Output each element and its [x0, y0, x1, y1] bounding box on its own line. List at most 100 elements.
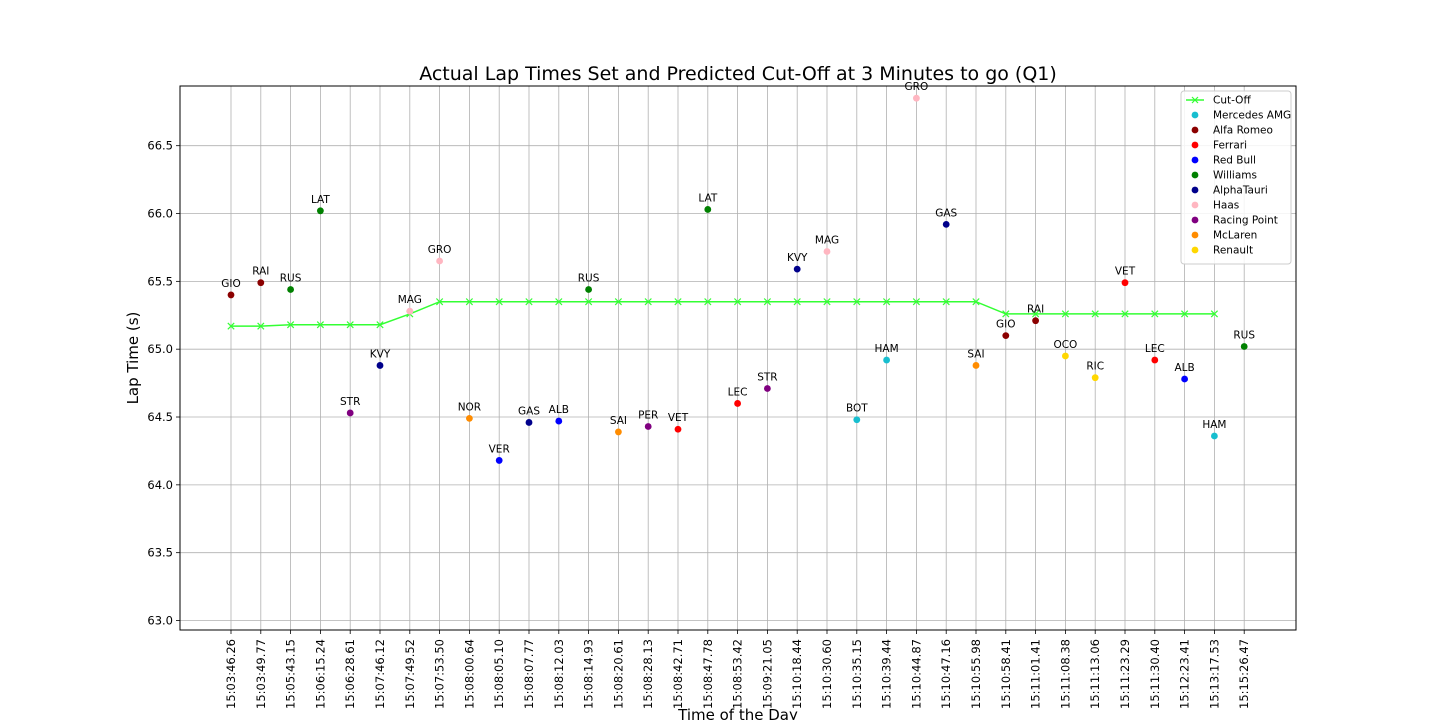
grid-lines — [180, 86, 1296, 630]
lap-point-label: RUS — [578, 272, 600, 284]
lap-point-label: SAI — [967, 348, 984, 360]
x-tick-label: 15:11:23.29 — [1118, 639, 1132, 709]
legend-marker — [1191, 156, 1199, 164]
lap-point-label: GAS — [935, 207, 957, 219]
y-axis-title: Lap Time (s) — [124, 312, 142, 405]
lap-point-label: OCO — [1053, 339, 1077, 351]
lap-point-label: RUS — [280, 272, 302, 284]
lap-point — [674, 425, 682, 433]
x-tick-label: 15:08:20.61 — [611, 639, 625, 709]
lap-point — [764, 385, 771, 392]
y-tick-label: 65.0 — [147, 342, 173, 356]
lap-point — [1151, 356, 1159, 364]
cutoff-marker — [257, 322, 265, 330]
x-tick-label: 15:10:55.98 — [969, 639, 983, 709]
cutoff-marker — [972, 298, 980, 306]
y-tick-label: 63.0 — [147, 614, 173, 628]
y-tick-label: 66.0 — [147, 207, 173, 221]
lap-point-label: STR — [757, 372, 777, 384]
lap-point-label: ALB — [549, 404, 569, 416]
legend-label: Renault — [1213, 245, 1253, 257]
y-tick-label: 66.5 — [147, 139, 173, 153]
cutoff-series — [227, 298, 1219, 330]
x-tick-label: 15:03:49.77 — [254, 639, 268, 709]
cutoff-marker — [525, 298, 533, 306]
lap-point-label: VET — [1115, 266, 1136, 278]
legend-marker — [1191, 126, 1199, 134]
lap-point — [942, 220, 950, 228]
cutoff-marker — [1180, 310, 1189, 318]
lap-point — [1240, 343, 1248, 350]
cutoff-marker — [793, 298, 801, 306]
lap-point — [883, 356, 890, 364]
cutoff-marker — [1121, 310, 1129, 318]
x-tick-label: 15:15:26.47 — [1237, 639, 1251, 709]
x-tick-label: 15:12:23.41 — [1178, 639, 1192, 709]
cutoff-marker — [286, 321, 295, 329]
lap-point — [644, 423, 652, 430]
lap-point — [436, 257, 443, 265]
legend-label: Red Bull — [1213, 155, 1256, 167]
lap-point — [376, 362, 384, 369]
lap-point-label: LEC — [728, 386, 748, 398]
x-tick-label: 15:10:58.41 — [999, 639, 1013, 709]
cutoff-marker — [1210, 310, 1219, 318]
x-tick-label: 15:10:30.60 — [820, 639, 834, 709]
x-tick-label: 15:07:46.12 — [373, 639, 387, 709]
lap-point — [704, 206, 712, 213]
legend-item: Ferrari — [1191, 140, 1247, 152]
lap-point-label: RIC — [1086, 361, 1104, 373]
cutoff-marker — [674, 298, 682, 306]
plot-frame — [179, 85, 1297, 631]
legend-item: AlphaTauri — [1191, 185, 1268, 197]
chart-title: Actual Lap Times Set and Predicted Cut-O… — [419, 63, 1057, 85]
cutoff-marker — [614, 298, 623, 306]
x-tick-label: 15:08:53.42 — [731, 639, 745, 709]
lap-point-label: RUS — [1233, 329, 1255, 341]
cutoff-marker — [853, 298, 861, 306]
lap-point-label: HAM — [875, 343, 899, 355]
lap-point — [913, 94, 920, 102]
lap-point — [346, 409, 354, 417]
x-tick-label: 15:08:12.03 — [552, 639, 566, 709]
legend: Cut-Off Mercedes AMG Alfa Romeo Ferrari Red … — [1180, 90, 1292, 265]
legend-label: Racing Point — [1213, 215, 1278, 227]
x-tick-label: 15:07:49.52 — [403, 639, 417, 709]
legend-item: McLaren — [1191, 230, 1257, 242]
lap-point — [853, 416, 861, 424]
lap-point-label: STR — [340, 396, 360, 408]
legend-box — [1180, 90, 1292, 265]
cutoff-marker — [1002, 310, 1010, 318]
cutoff-marker — [1091, 310, 1099, 318]
lap-point — [823, 248, 831, 255]
lap-point-label: ALB — [1174, 362, 1194, 374]
legend-label: Haas — [1213, 200, 1239, 212]
lap-point — [793, 265, 801, 273]
x-tick-label: 15:10:47.16 — [939, 639, 953, 709]
lap-point-label: LAT — [311, 194, 330, 206]
legend-marker — [1191, 201, 1199, 209]
x-tick-label: 15:10:39.44 — [880, 639, 894, 709]
legend-label: AlphaTauri — [1213, 185, 1268, 197]
y-tick-label: 64.0 — [147, 478, 173, 492]
lap-point-label: LEC — [1145, 343, 1165, 355]
lap-point — [615, 428, 622, 436]
x-tick-label: 15:08:07.77 — [522, 639, 536, 709]
legend-marker — [1191, 111, 1199, 119]
cutoff-marker — [823, 298, 831, 306]
cutoff-marker — [1031, 310, 1040, 318]
x-tick-label: 15:09:21.05 — [760, 639, 774, 709]
legend-label: McLaren — [1213, 230, 1257, 242]
y-tick-label: 64.5 — [147, 410, 173, 424]
lap-point-label: VET — [668, 412, 689, 424]
x-tick-label: 15:11:30.40 — [1148, 639, 1162, 709]
cutoff-line — [231, 300, 1215, 327]
lap-point-label: BOT — [846, 403, 868, 415]
lap-point — [257, 279, 265, 287]
lap-point-label: LAT — [698, 192, 717, 204]
lap-point-label: RAI — [1027, 304, 1044, 316]
x-axis: 15:03:46.26 15:03:49.77 15:05:43.15 15:06:1… — [224, 630, 1251, 709]
legend-label: Alfa Romeo — [1213, 125, 1273, 137]
lap-point — [555, 417, 563, 425]
